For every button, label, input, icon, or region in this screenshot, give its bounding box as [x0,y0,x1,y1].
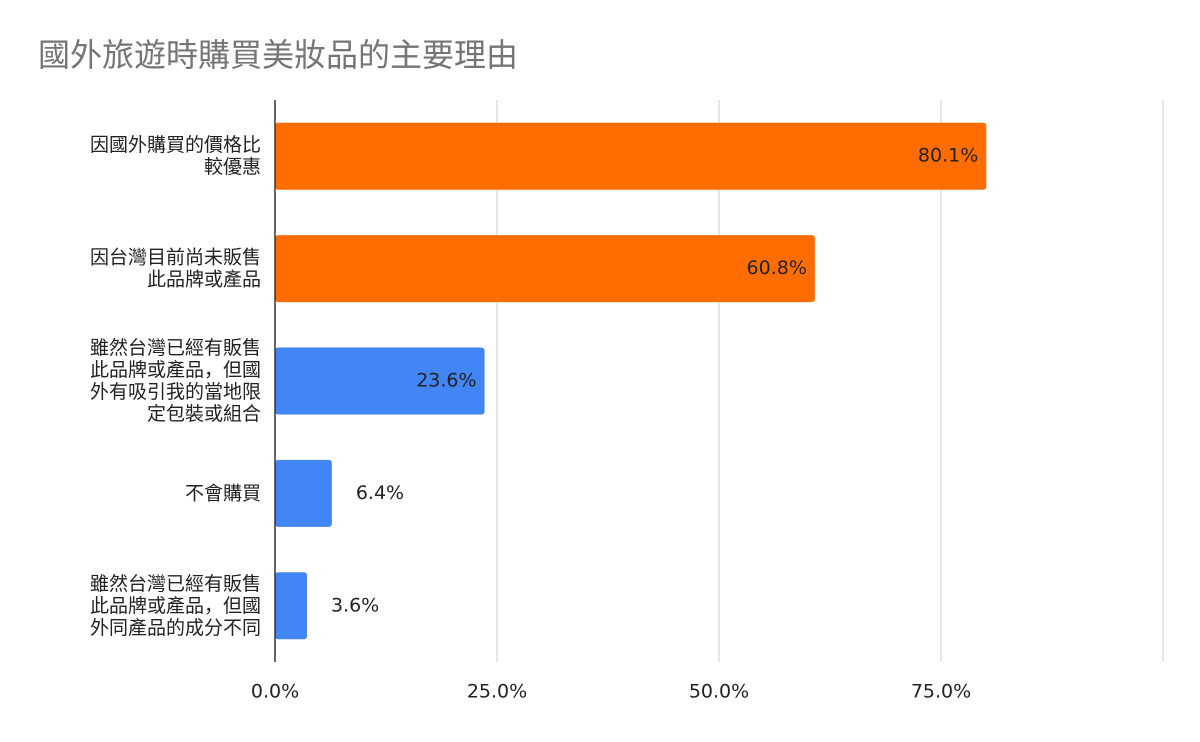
data-label: 80.1% [918,145,978,167]
data-label: 6.4% [356,482,404,504]
data-label: 23.6% [416,370,476,392]
chart-title: 國外旅遊時購買美妝品的主要理由 [38,36,518,74]
bar [275,235,815,303]
x-tick-label: 50.0% [689,681,749,703]
bar [275,459,332,527]
bar [275,347,485,415]
y-tick-label: 雖然台灣已經有販售此品牌或產品，但國外同產品的成分不同 [90,572,261,638]
bar [275,572,307,640]
data-label: 3.6% [331,594,379,616]
y-tick-label: 不會購買 [185,482,261,504]
data-label: 60.8% [747,257,807,279]
y-tick-label: 因國外購買的價格比較優惠 [90,134,261,178]
x-tick-label: 0.0% [251,681,299,703]
x-tick-label: 75.0% [911,681,971,703]
bar [275,122,987,190]
y-tick-label: 雖然台灣已經有販售此品牌或產品，但國外有吸引我的當地限定包裝或組合 [90,337,261,425]
y-tick-label: 因台灣目前尚未販售此品牌或產品 [90,246,261,290]
x-tick-label: 25.0% [467,681,527,703]
